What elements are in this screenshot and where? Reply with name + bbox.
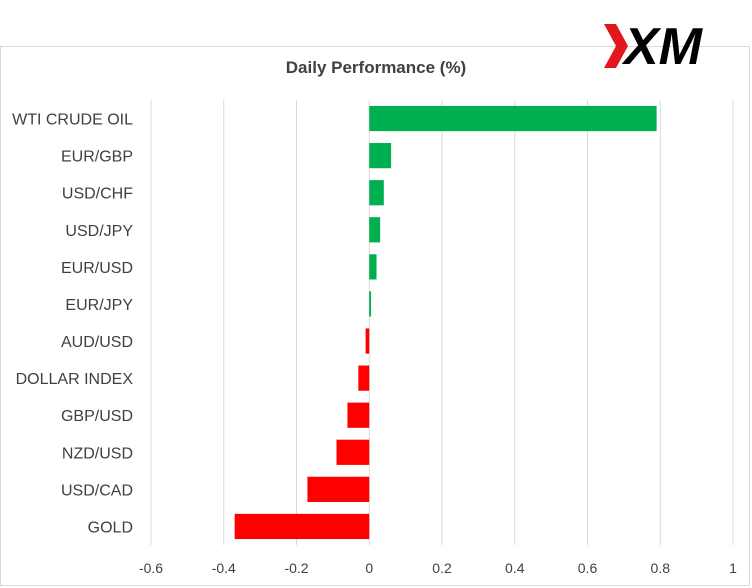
bar-dollar-index <box>358 365 370 391</box>
x-tick-label: 0.4 <box>505 560 525 576</box>
category-label: AUD/USD <box>61 334 133 351</box>
bar-eur-usd <box>369 254 377 280</box>
xm-logo: XM <box>600 10 730 76</box>
x-tick-label: 0.6 <box>578 560 598 576</box>
category-label: NZD/USD <box>62 445 133 462</box>
x-tick-label: 0.2 <box>432 560 452 576</box>
category-label: USD/CAD <box>61 482 133 499</box>
x-tick-label: -0.4 <box>212 560 236 576</box>
bar-gold <box>234 513 370 540</box>
bar-nzd-usd <box>336 439 370 465</box>
bar-usd-jpy <box>369 217 381 243</box>
bar-eur-gbp <box>369 143 392 169</box>
bar-gbp-usd <box>347 402 370 428</box>
category-label: USD/CHF <box>62 186 133 203</box>
x-tick-label: -0.2 <box>284 560 308 576</box>
x-tick-label: 1 <box>729 560 737 576</box>
chart-frame <box>0 46 750 586</box>
bar-usd-chf <box>369 180 384 206</box>
category-label: GOLD <box>88 519 133 536</box>
category-label: EUR/JPY <box>65 297 133 314</box>
bar-wti-crude-oil <box>369 105 657 132</box>
category-label: EUR/USD <box>61 260 133 277</box>
bar-aud-usd <box>365 328 370 354</box>
svg-text:XM: XM <box>621 18 704 70</box>
x-tick-label: -0.6 <box>139 560 163 576</box>
x-tick-label: 0 <box>365 560 373 576</box>
bar-usd-cad <box>307 476 370 502</box>
bar-eur-jpy <box>369 291 372 317</box>
category-label: GBP/USD <box>61 408 133 425</box>
chart-title: Daily Performance (%) <box>285 58 467 77</box>
category-label: WTI CRUDE OIL <box>12 112 133 129</box>
category-label: EUR/GBP <box>61 149 133 166</box>
x-tick-label: 0.8 <box>651 560 671 576</box>
category-label: USD/JPY <box>65 223 133 240</box>
category-label: DOLLAR INDEX <box>16 371 134 388</box>
